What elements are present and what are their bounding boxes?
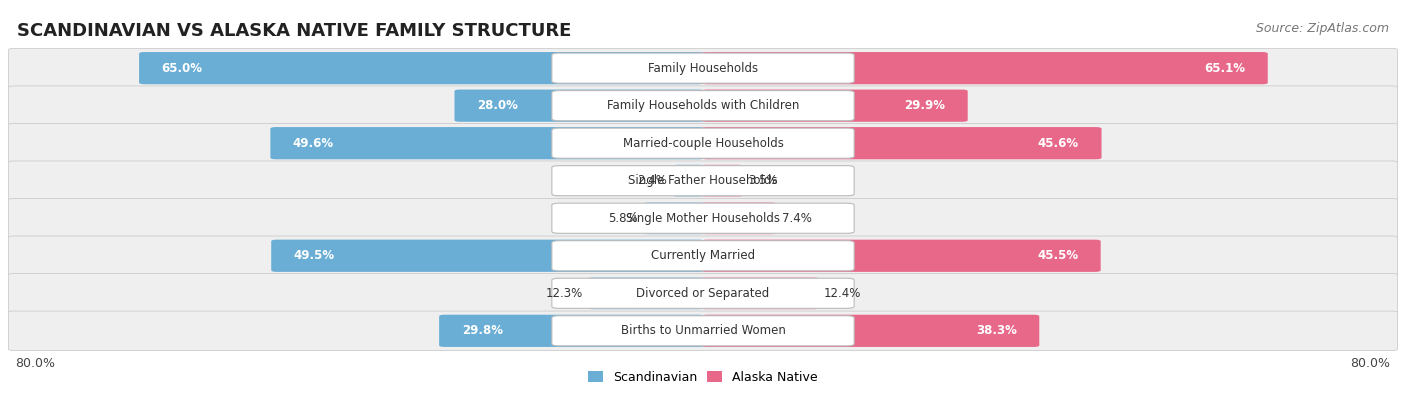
FancyBboxPatch shape — [551, 241, 855, 271]
Text: 65.1%: 65.1% — [1205, 62, 1246, 75]
FancyBboxPatch shape — [8, 123, 1398, 163]
FancyBboxPatch shape — [8, 161, 1398, 201]
FancyBboxPatch shape — [702, 202, 776, 234]
FancyBboxPatch shape — [454, 90, 704, 122]
FancyBboxPatch shape — [8, 49, 1398, 88]
FancyBboxPatch shape — [551, 316, 855, 346]
Text: 28.0%: 28.0% — [477, 99, 517, 112]
FancyBboxPatch shape — [644, 202, 704, 234]
FancyBboxPatch shape — [271, 240, 704, 272]
Text: 2.4%: 2.4% — [637, 174, 666, 187]
FancyBboxPatch shape — [702, 90, 967, 122]
Text: 80.0%: 80.0% — [1351, 357, 1391, 371]
Text: 65.0%: 65.0% — [162, 62, 202, 75]
Text: 29.9%: 29.9% — [904, 99, 945, 112]
Text: 3.5%: 3.5% — [748, 174, 778, 187]
FancyBboxPatch shape — [702, 52, 1268, 84]
Text: Births to Unmarried Women: Births to Unmarried Women — [620, 324, 786, 337]
Text: 12.3%: 12.3% — [546, 287, 582, 300]
FancyBboxPatch shape — [702, 315, 1039, 347]
FancyBboxPatch shape — [8, 274, 1398, 313]
Text: Married-couple Households: Married-couple Households — [623, 137, 783, 150]
Text: 5.8%: 5.8% — [609, 212, 638, 225]
Text: SCANDINAVIAN VS ALASKA NATIVE FAMILY STRUCTURE: SCANDINAVIAN VS ALASKA NATIVE FAMILY STR… — [17, 22, 571, 40]
FancyBboxPatch shape — [551, 203, 855, 233]
Text: 38.3%: 38.3% — [976, 324, 1017, 337]
Text: 49.5%: 49.5% — [294, 249, 335, 262]
FancyBboxPatch shape — [551, 278, 855, 308]
Text: Family Households with Children: Family Households with Children — [607, 99, 799, 112]
FancyBboxPatch shape — [551, 128, 855, 158]
Text: 7.4%: 7.4% — [782, 212, 811, 225]
FancyBboxPatch shape — [8, 86, 1398, 126]
FancyBboxPatch shape — [672, 165, 704, 197]
Text: Currently Married: Currently Married — [651, 249, 755, 262]
Text: Source: ZipAtlas.com: Source: ZipAtlas.com — [1256, 22, 1389, 35]
FancyBboxPatch shape — [551, 166, 855, 196]
FancyBboxPatch shape — [270, 127, 704, 159]
FancyBboxPatch shape — [139, 52, 704, 84]
FancyBboxPatch shape — [551, 90, 855, 121]
Text: 29.8%: 29.8% — [461, 324, 502, 337]
Text: Single Mother Households: Single Mother Households — [626, 212, 780, 225]
Text: Divorced or Separated: Divorced or Separated — [637, 287, 769, 300]
FancyBboxPatch shape — [702, 127, 1101, 159]
FancyBboxPatch shape — [702, 240, 1101, 272]
Text: 12.4%: 12.4% — [824, 287, 862, 300]
FancyBboxPatch shape — [588, 277, 704, 309]
Text: 45.5%: 45.5% — [1038, 249, 1078, 262]
Legend: Scandinavian, Alaska Native: Scandinavian, Alaska Native — [583, 366, 823, 389]
FancyBboxPatch shape — [8, 236, 1398, 276]
Text: Family Households: Family Households — [648, 62, 758, 75]
FancyBboxPatch shape — [439, 315, 704, 347]
FancyBboxPatch shape — [8, 311, 1398, 351]
Text: Single Father Households: Single Father Households — [628, 174, 778, 187]
FancyBboxPatch shape — [702, 277, 818, 309]
Text: 49.6%: 49.6% — [292, 137, 335, 150]
Text: 80.0%: 80.0% — [15, 357, 55, 371]
FancyBboxPatch shape — [551, 53, 855, 83]
FancyBboxPatch shape — [8, 198, 1398, 238]
FancyBboxPatch shape — [702, 165, 742, 197]
Text: 45.6%: 45.6% — [1038, 137, 1078, 150]
